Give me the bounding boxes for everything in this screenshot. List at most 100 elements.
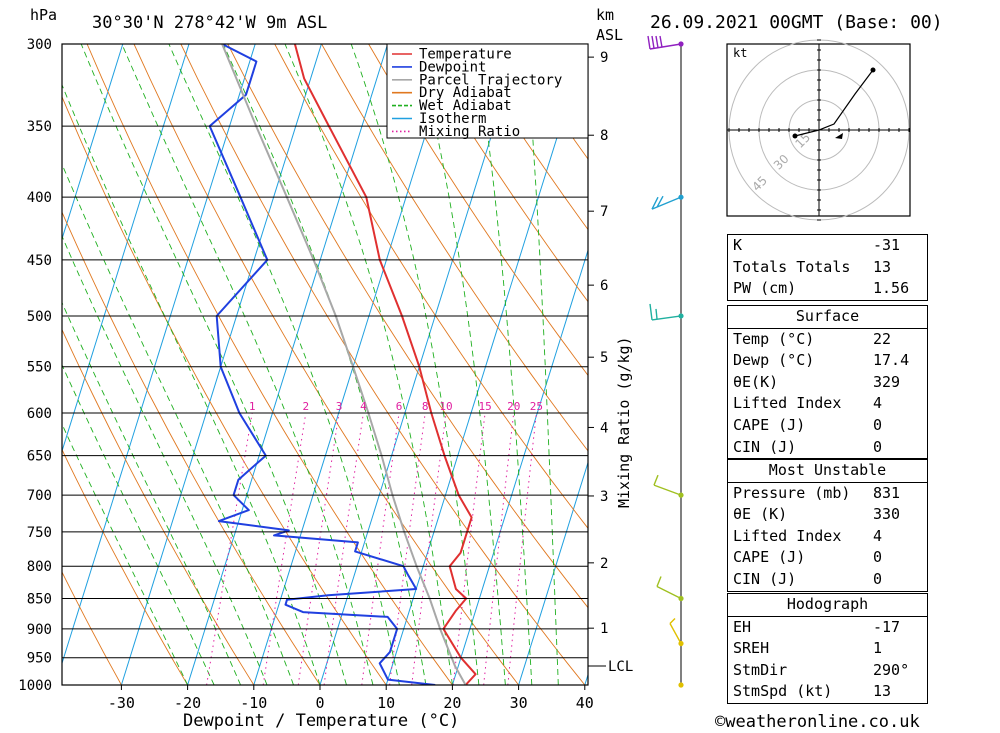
mixing-ratio-label: 15 bbox=[478, 400, 491, 413]
basic-index-label: Totals Totals bbox=[733, 257, 851, 276]
mixing-ratio-label: 20 bbox=[507, 400, 520, 413]
surface-index-value: 0 bbox=[873, 437, 883, 456]
surface-index-label: CIN (J) bbox=[733, 437, 797, 456]
height-tick-label: 6 bbox=[600, 278, 608, 294]
hodograph-index-value: 1 bbox=[873, 639, 883, 658]
x-tick-label: 40 bbox=[576, 694, 594, 712]
height-tick-label: 1 bbox=[600, 621, 608, 637]
wind-barb bbox=[653, 474, 682, 496]
km-label: km bbox=[596, 6, 614, 24]
surface-index-row: Temp (°C) 22 bbox=[728, 329, 927, 351]
x-tick-label: 30 bbox=[510, 694, 528, 712]
indices-hodograph-box: Hodograph EH -17 SREH 1 StmDir 290° StmSpd (kt… bbox=[727, 593, 928, 704]
mixing-ratio-axis-title: Mixing Ratio (g/kg) bbox=[615, 336, 633, 508]
pressure-tick-label: 350 bbox=[27, 119, 52, 135]
wind-barb bbox=[647, 35, 682, 50]
hodograph-trace bbox=[794, 69, 874, 137]
legend-box bbox=[386, 43, 589, 139]
hodograph-index-label: StmSpd (kt) bbox=[733, 682, 833, 701]
most-unstable-index-row: CAPE (J) 0 bbox=[728, 547, 927, 569]
isotherm-line bbox=[187, 44, 389, 685]
legend-label: Dry Adiabat bbox=[419, 85, 512, 101]
hodograph-index-row: StmSpd (kt) 13 bbox=[728, 681, 927, 703]
x-tick-label: 10 bbox=[377, 694, 395, 712]
pressure-tick-label: 650 bbox=[27, 449, 52, 465]
x-tick-label: 20 bbox=[443, 694, 461, 712]
most-unstable-index-value: 0 bbox=[873, 569, 883, 588]
wind-barb bbox=[656, 576, 682, 600]
most-unstable-index-label: CAPE (J) bbox=[733, 548, 806, 567]
dry-adiabat-line bbox=[368, 44, 588, 377]
most-unstable-index-value: 0 bbox=[873, 548, 883, 567]
indices-most-unstable-box: Most Unstable Pressure (mb) 831 θE (K) 330 L… bbox=[727, 459, 928, 592]
wet-adiabat-line bbox=[415, 44, 506, 685]
pressure-tick-label: 850 bbox=[27, 591, 52, 607]
mixing-ratio-label: 2 bbox=[303, 400, 310, 413]
basic-index-row: Totals Totals 13 bbox=[728, 257, 927, 279]
x-axis-title: Dewpoint / Temperature (°C) bbox=[183, 711, 459, 731]
surface-index-value: 17.4 bbox=[873, 351, 910, 370]
pressure-tick-label: 750 bbox=[27, 525, 52, 541]
surface-index-row: CAPE (J) 0 bbox=[728, 415, 927, 437]
surface-index-label: Dewp (°C) bbox=[733, 351, 815, 370]
most-unstable-index-row: Lifted Index 4 bbox=[728, 526, 927, 548]
surface-index-row: Lifted Index 4 bbox=[728, 393, 927, 415]
x-tick-label: -30 bbox=[108, 694, 135, 712]
hodograph-index-row: StmDir 290° bbox=[728, 660, 927, 682]
lcl-label: LCL bbox=[608, 659, 633, 675]
mixing-ratio-label: 3 bbox=[336, 400, 343, 413]
pressure-tick-label: 800 bbox=[27, 559, 52, 575]
basic-index-value: 13 bbox=[873, 257, 892, 276]
location-title: 30°30'N 278°42'W 9m ASL bbox=[92, 13, 327, 33]
basic-index-label: K bbox=[733, 236, 743, 254]
asl-label: ASL bbox=[596, 26, 623, 44]
hodograph-index-label: EH bbox=[733, 617, 752, 636]
wind-barb bbox=[669, 617, 682, 644]
most-unstable-index-value: 831 bbox=[873, 483, 901, 502]
barb-dot bbox=[678, 640, 684, 647]
most-unstable-index-row: Pressure (mb) 831 bbox=[728, 483, 927, 505]
wind-barb bbox=[649, 303, 682, 321]
wind-barb bbox=[651, 195, 682, 210]
mixing-ratio-label: 8 bbox=[422, 400, 429, 413]
wet-adiabat-line bbox=[62, 163, 294, 685]
height-tick-label: 8 bbox=[600, 128, 608, 144]
surface-index-value: 4 bbox=[873, 394, 883, 413]
pressure-tick-label: 550 bbox=[27, 360, 52, 376]
pressure-tick-label: 1000 bbox=[18, 678, 52, 694]
wet-adiabat-line bbox=[222, 44, 427, 685]
mixing-ratio-label: 4 bbox=[360, 400, 367, 413]
surface-index-row: CIN (J) 0 bbox=[728, 437, 927, 459]
isotherm-line bbox=[451, 248, 588, 685]
hodograph-index-value: 13 bbox=[873, 682, 892, 701]
surface-title: Surface bbox=[728, 306, 927, 329]
surface-index-value: 22 bbox=[873, 329, 892, 348]
surface-index-row: θE(K) 329 bbox=[728, 372, 927, 394]
hodograph-index-value: 290° bbox=[873, 660, 910, 679]
legend-label: Mixing Ratio bbox=[419, 124, 520, 140]
mixing-ratio-line bbox=[323, 412, 364, 685]
dry-adiabat-line bbox=[133, 44, 519, 685]
mixing-ratio-label: 10 bbox=[439, 400, 452, 413]
surface-index-label: Lifted Index bbox=[733, 394, 842, 413]
pressure-tick-label: 700 bbox=[27, 488, 52, 504]
indices-basic-box: K -31 Totals Totals 13 PW (cm) 1.56 bbox=[727, 234, 928, 301]
surface-index-label: θE(K) bbox=[733, 372, 779, 391]
wet-adiabat-line bbox=[525, 44, 559, 685]
wet-adiabat-line bbox=[62, 83, 321, 685]
barb-dot bbox=[678, 682, 684, 688]
wet-adiabat-line bbox=[474, 44, 533, 685]
mixing-ratio-label: 6 bbox=[396, 400, 403, 413]
most-unstable-index-label: Lifted Index bbox=[733, 526, 842, 545]
pressure-tick-label: 600 bbox=[27, 406, 52, 422]
hodograph-index-label: SREH bbox=[733, 639, 770, 658]
most-unstable-index-value: 4 bbox=[873, 526, 883, 545]
isotherm-line bbox=[62, 44, 190, 453]
dry-adiabat-line bbox=[62, 95, 387, 685]
isotherm-line bbox=[253, 44, 455, 685]
isotherm-line bbox=[385, 44, 587, 685]
dry-adiabat-line bbox=[86, 44, 453, 685]
hodograph-index-row: SREH 1 bbox=[728, 638, 927, 660]
